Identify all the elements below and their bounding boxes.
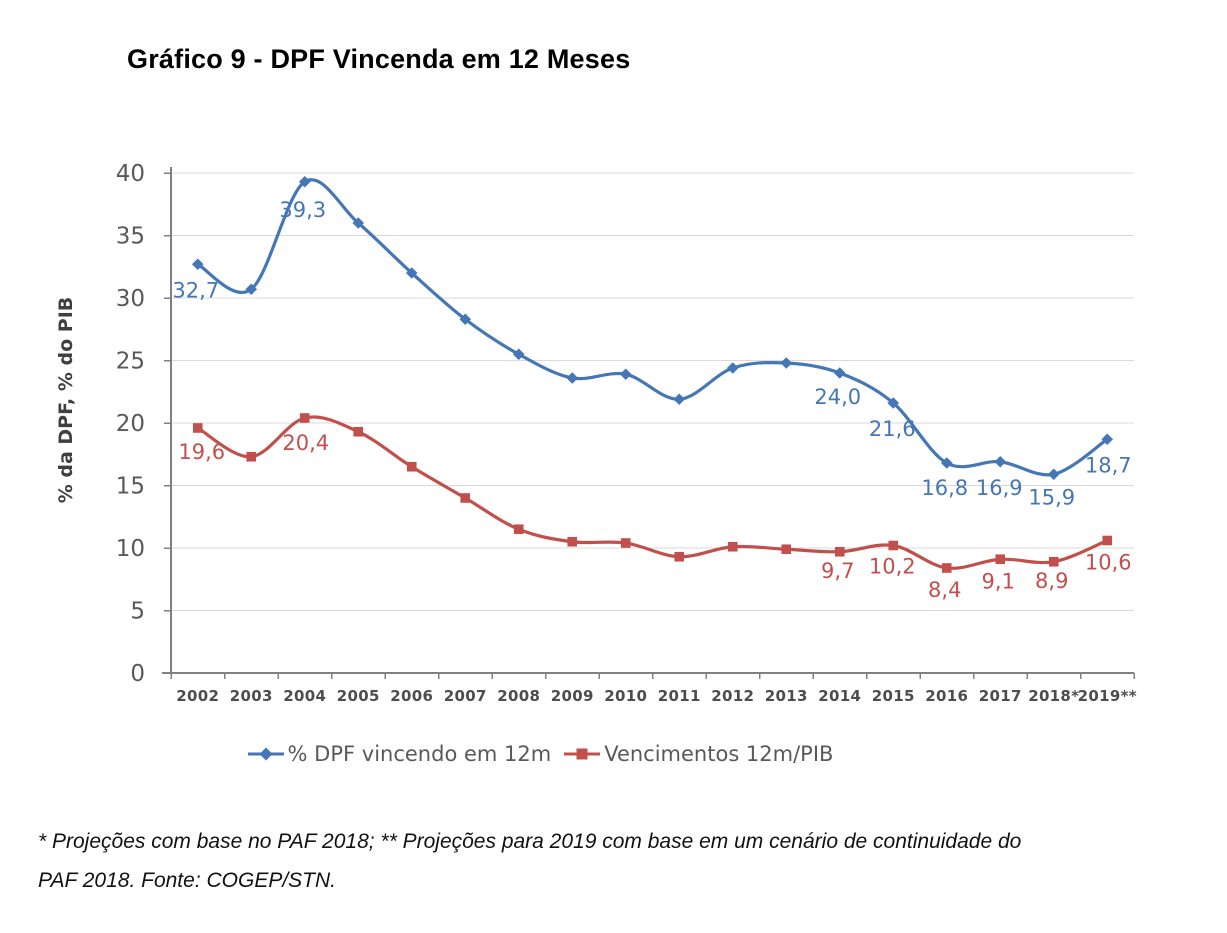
legend-label-dpf-vincendo: % DPF vincendo em 12m: [287, 742, 552, 766]
data-point-marker: [298, 175, 311, 188]
chart-legend: % DPF vincendo em 12m Vencimentos 12m/PI…: [0, 742, 1080, 766]
data-point-marker: [353, 426, 364, 437]
y-axis-tick-label: 30: [116, 286, 145, 312]
data-point-marker: [619, 368, 632, 381]
x-axis-label: 2004: [283, 687, 326, 705]
x-axis-label: 2009: [551, 687, 594, 705]
data-point-marker: [406, 461, 417, 472]
y-axis-tick-label: 35: [116, 224, 145, 250]
data-point-marker: [780, 357, 793, 369]
x-axis-label: 2018*: [1028, 687, 1079, 705]
data-point-marker: [1048, 556, 1059, 567]
x-axis-label: 2013: [765, 687, 808, 705]
data-label: 16,9: [976, 476, 1023, 500]
data-point-marker: [192, 423, 203, 433]
data-label: 18,7: [1085, 453, 1132, 477]
series-line-0: [196, 178, 1109, 477]
x-axis-label: 2008: [497, 687, 540, 705]
data-point-marker: [994, 455, 1007, 468]
data-point-marker: [995, 554, 1006, 565]
data-point-marker: [245, 283, 258, 296]
data-point-marker: [191, 258, 204, 271]
x-axis-label: 2006: [390, 687, 433, 705]
y-axis-tick-label: 10: [116, 536, 145, 562]
data-point-marker: [887, 397, 900, 409]
data-point-marker: [246, 451, 257, 462]
footnote: * Projeções com base no PAF 2018; ** Pro…: [38, 822, 1198, 900]
legend-line-diamond-icon: [247, 747, 284, 761]
y-axis-tick-label: 20: [116, 411, 145, 437]
data-point-marker: [352, 217, 365, 229]
x-axis-label: 2015: [872, 687, 915, 705]
data-point-marker: [620, 538, 631, 548]
x-axis-label: 2017: [979, 687, 1022, 705]
data-label: 24,0: [814, 385, 861, 409]
x-axis-label: 2002: [176, 687, 219, 705]
x-axis-label: 2005: [337, 687, 380, 705]
legend-item-vencimentos: Vencimentos 12m/PIB: [563, 742, 833, 766]
data-point-marker: [512, 348, 525, 361]
data-label: 9,7: [821, 559, 854, 583]
data-point-marker: [513, 524, 524, 535]
data-point-marker: [941, 563, 952, 573]
footnote-line-1: * Projeções com base no PAF 2018; ** Pro…: [38, 830, 1022, 853]
x-axis-label: 2010: [604, 687, 647, 705]
data-point-marker: [940, 457, 953, 469]
x-axis-label: 2011: [658, 687, 701, 705]
data-point-marker: [781, 544, 792, 555]
data-point-marker: [460, 493, 471, 503]
x-axis-label: 2003: [230, 687, 273, 705]
data-label: 39,3: [279, 198, 326, 222]
legend-item-dpf-vincendo: % DPF vincendo em 12m: [247, 742, 552, 766]
series-line-1: [196, 415, 1109, 570]
data-label: 16,8: [921, 476, 968, 500]
data-label: 15,9: [1028, 485, 1075, 509]
data-point-marker: [726, 362, 739, 374]
x-axis-label: 2016: [925, 687, 968, 705]
data-label: 10,6: [1085, 551, 1132, 575]
data-label: 20,4: [282, 431, 329, 455]
x-axis-label: 2014: [818, 687, 861, 705]
x-axis-label: 2012: [711, 687, 754, 705]
y-axis-title: % da DPF, % do PIB: [55, 296, 77, 504]
data-label: 19,6: [178, 440, 225, 464]
y-axis-tick-label: 25: [116, 349, 145, 375]
data-label: 8,9: [1035, 569, 1068, 593]
x-axis-label: 2019**: [1078, 687, 1137, 705]
data-label: 8,4: [928, 578, 961, 602]
x-axis-label: 2007: [444, 687, 487, 705]
y-axis-tick-label: 5: [130, 599, 145, 625]
data-point-marker: [674, 551, 685, 562]
data-point-marker: [566, 372, 579, 384]
data-point-marker: [1102, 535, 1113, 546]
data-label: 32,7: [172, 278, 219, 302]
data-label: 21,6: [869, 417, 916, 441]
y-axis-tick-label: 40: [116, 161, 145, 187]
legend-label-vencimentos: Vencimentos 12m/PIB: [604, 742, 834, 766]
data-point-marker: [405, 267, 418, 279]
data-point-marker: [834, 546, 845, 557]
data-point-marker: [1101, 433, 1114, 446]
data-point-marker: [459, 313, 472, 326]
data-label: 10,2: [869, 555, 916, 579]
y-axis-tick-label: 0: [130, 661, 145, 687]
footnote-line-2: PAF 2018. Fonte: COGEP/STN.: [38, 869, 337, 892]
data-point-marker: [299, 413, 310, 423]
y-axis-tick-label: 15: [116, 474, 145, 500]
chart-title: Gráfico 9 - DPF Vincenda em 12 Meses: [127, 44, 631, 74]
data-point-marker: [673, 393, 686, 406]
data-point-marker: [567, 536, 578, 547]
data-point-marker: [727, 541, 738, 552]
data-point-marker: [1047, 468, 1060, 481]
data-point-marker: [833, 367, 846, 379]
data-point-marker: [888, 540, 899, 551]
legend-line-square-icon: [564, 748, 601, 760]
data-label: 9,1: [982, 569, 1015, 593]
